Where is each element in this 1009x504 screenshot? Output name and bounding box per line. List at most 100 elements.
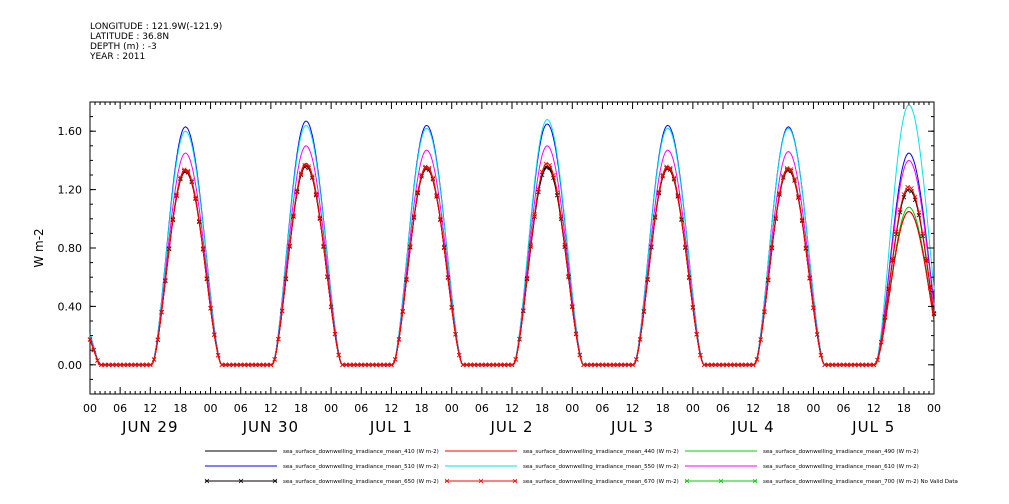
series-marker	[400, 308, 406, 314]
series-marker	[822, 362, 828, 368]
series-marker	[234, 362, 240, 368]
series-marker	[505, 362, 511, 368]
series-marker	[483, 362, 488, 368]
x-tick-label: 18	[776, 402, 790, 415]
x-tick-label: 12	[746, 402, 760, 415]
series-marker	[208, 305, 213, 311]
series-marker	[313, 191, 319, 197]
series-marker	[622, 362, 628, 368]
year-label: YEAR : 2011	[90, 52, 146, 62]
series-marker	[223, 362, 228, 368]
series-marker	[151, 357, 157, 362]
series-marker	[532, 212, 537, 217]
series-marker	[709, 362, 714, 368]
series-marker	[543, 161, 549, 167]
series-marker	[660, 172, 665, 178]
series-marker	[321, 243, 326, 249]
x-tick-label: 18	[415, 402, 429, 415]
x-tick-label: 18	[294, 402, 308, 415]
series-line	[89, 165, 935, 366]
series-marker	[769, 245, 775, 250]
series-marker	[468, 362, 473, 368]
series-marker	[807, 275, 812, 281]
series-marker	[724, 362, 730, 368]
series-marker	[743, 362, 748, 368]
series-marker	[539, 169, 545, 175]
legend-label: sea_surface_downwelling_irradiance_mean_…	[523, 464, 679, 470]
series-marker	[287, 243, 292, 248]
x-tick-label: 12	[264, 402, 278, 415]
series-marker	[129, 362, 134, 368]
series-marker	[732, 362, 737, 368]
series-marker	[927, 283, 933, 289]
series-marker	[694, 331, 699, 337]
series-marker	[310, 174, 315, 179]
series-marker	[230, 362, 236, 368]
series-marker	[472, 362, 477, 368]
series-marker	[245, 362, 251, 368]
series-marker	[487, 362, 492, 368]
x-tick-label: 00	[83, 402, 97, 415]
series-marker	[159, 309, 164, 315]
y-tick-label: 1.60	[58, 125, 83, 138]
series-marker	[867, 362, 873, 368]
x-tick-label: 18	[535, 402, 549, 415]
series-marker	[212, 332, 217, 337]
legend-label: sea_surface_downwelling_irradiance_mean_…	[523, 479, 679, 485]
series-marker	[762, 309, 767, 314]
series-marker	[788, 167, 794, 172]
legend-label: sea_surface_downwelling_irradiance_mean_…	[763, 449, 919, 455]
series-marker	[163, 278, 168, 283]
series-marker	[283, 276, 289, 281]
series-marker	[671, 175, 677, 181]
series-marker	[200, 246, 206, 251]
series-marker	[566, 273, 571, 279]
x-tick-label: 18	[897, 402, 911, 415]
series-marker	[125, 362, 130, 368]
series-marker	[117, 362, 123, 368]
series-marker	[667, 165, 673, 171]
series-marker	[264, 362, 270, 368]
series-marker	[355, 362, 360, 368]
series-marker	[690, 304, 696, 310]
series-marker	[664, 164, 669, 170]
series-marker	[343, 362, 349, 368]
series-marker	[611, 362, 617, 368]
series-marker	[294, 188, 300, 193]
series-marker	[920, 231, 925, 237]
series-marker	[909, 186, 914, 191]
series-marker	[456, 352, 462, 358]
series-marker	[328, 304, 334, 309]
series-marker	[449, 304, 454, 310]
series-marker	[340, 362, 345, 368]
series-marker	[754, 357, 760, 362]
series-marker	[445, 274, 451, 280]
series-line	[89, 165, 935, 366]
series-marker	[679, 216, 684, 222]
series-marker	[577, 352, 583, 358]
series-marker	[528, 242, 534, 248]
series-marker	[166, 245, 172, 251]
series-marker	[521, 308, 526, 313]
series-marker	[912, 194, 918, 200]
series-marker	[626, 362, 632, 368]
legend-marker	[444, 478, 450, 484]
series-marker	[882, 314, 888, 319]
series-marker	[144, 362, 149, 368]
legend-marker	[718, 478, 724, 484]
series-marker	[336, 352, 341, 358]
series-marker	[649, 244, 654, 249]
series-line	[89, 104, 935, 366]
series-marker	[347, 362, 353, 368]
series-marker	[773, 215, 779, 220]
series-marker	[189, 178, 195, 183]
series-marker	[683, 244, 688, 250]
x-tick-label: 06	[716, 402, 730, 415]
series-marker	[110, 362, 115, 368]
series-marker	[554, 190, 560, 195]
series-marker	[106, 362, 112, 368]
series-marker	[600, 362, 605, 368]
latitude-label: LATITUDE : 36.8N	[90, 32, 170, 42]
series-marker	[931, 310, 937, 316]
